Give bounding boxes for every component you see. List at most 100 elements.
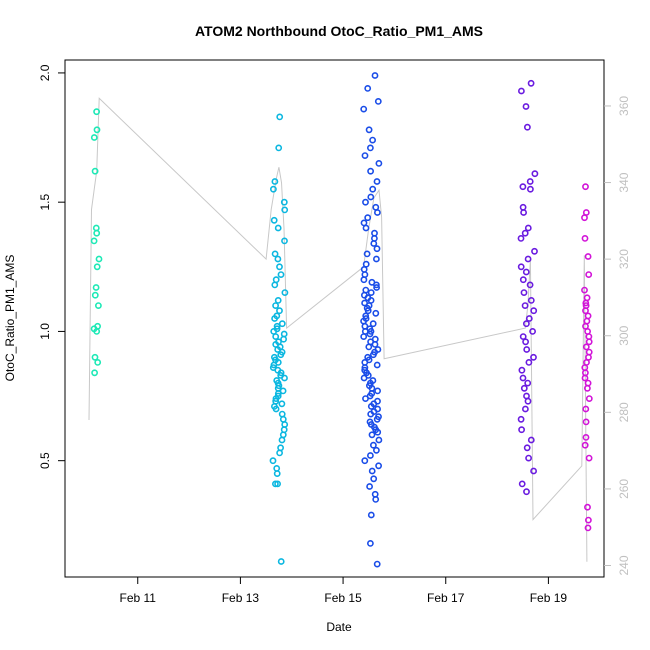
- data-point: [363, 250, 371, 258]
- y-tick-label: 1.0: [38, 323, 52, 340]
- data-point: [523, 320, 530, 328]
- data-point: [581, 441, 589, 449]
- data-point: [368, 467, 376, 475]
- data-point: [518, 366, 526, 374]
- data-point: [275, 144, 283, 152]
- data-point: [373, 361, 381, 369]
- data-point: [271, 178, 279, 185]
- x-tick-label: Feb 19: [530, 591, 568, 605]
- data-point: [360, 276, 368, 284]
- data-point: [369, 185, 377, 193]
- data-point: [279, 415, 287, 423]
- data-point: [365, 343, 373, 351]
- data-point: [91, 167, 99, 175]
- data-point: [94, 358, 102, 366]
- data-point: [372, 281, 380, 289]
- data-point: [524, 397, 532, 405]
- data-point: [524, 379, 532, 387]
- data-point: [93, 229, 101, 237]
- data-point: [93, 108, 100, 116]
- data-point: [521, 229, 529, 237]
- data-point: [372, 255, 380, 263]
- data-point: [95, 255, 103, 263]
- data-point: [364, 214, 372, 222]
- data-point: [529, 327, 536, 335]
- data-point: [375, 462, 382, 470]
- data-point: [276, 113, 284, 121]
- data-point: [582, 299, 590, 307]
- data-point: [93, 126, 101, 134]
- data-point: [519, 374, 527, 382]
- data-point: [517, 415, 525, 423]
- data-point: [585, 338, 593, 346]
- data-point: [582, 405, 590, 413]
- data-point: [527, 185, 534, 193]
- data-point: [278, 400, 286, 408]
- data-point: [276, 263, 283, 271]
- data-point: [281, 421, 289, 428]
- data-point: [274, 224, 282, 232]
- data-point: [369, 136, 376, 144]
- data-point: [277, 369, 285, 377]
- data-point: [371, 72, 379, 79]
- data-point: [272, 405, 280, 413]
- plot-frame: [64, 59, 605, 578]
- data-point: [374, 98, 382, 105]
- data-point: [519, 203, 527, 211]
- data-point: [581, 234, 589, 242]
- data-point: [585, 454, 593, 462]
- data-point: [374, 428, 382, 436]
- data-point: [269, 185, 277, 193]
- data-point: [527, 436, 535, 444]
- y2-tick-label: 320: [617, 249, 631, 269]
- data-point: [522, 405, 529, 413]
- data-point: [517, 234, 525, 242]
- x-tick-label: Feb 17: [427, 591, 465, 605]
- data-point: [277, 558, 285, 565]
- data-point: [278, 436, 286, 444]
- data-point: [361, 152, 369, 159]
- data-point: [525, 315, 533, 322]
- y2-tick-label: 280: [617, 402, 631, 422]
- data-point: [361, 457, 369, 465]
- y2-tick-label: 340: [617, 172, 631, 192]
- data-point: [519, 183, 527, 191]
- data-point: [271, 315, 278, 322]
- data-point: [367, 167, 374, 175]
- y-axis-left: 0.5 1.0 1.5 2.0: [38, 64, 65, 469]
- data-point: [581, 286, 588, 294]
- right-axis-line: [88, 97, 588, 562]
- data-point: [522, 268, 530, 276]
- data-point: [92, 224, 100, 232]
- data-point: [362, 198, 369, 206]
- data-point: [583, 294, 591, 302]
- data-point: [523, 488, 530, 496]
- data-point: [525, 454, 532, 462]
- y-tick-label: 0.5: [38, 452, 52, 469]
- data-point: [367, 289, 375, 296]
- data-point: [373, 209, 381, 216]
- data-point: [584, 379, 592, 387]
- data-point: [582, 343, 590, 351]
- data-point: [520, 384, 528, 392]
- y-axis-right: 240 260 280 300 320 340 360: [604, 96, 631, 576]
- data-point: [371, 340, 379, 348]
- data-point: [520, 209, 527, 216]
- data-point: [91, 369, 98, 377]
- data-point: [280, 335, 287, 343]
- data-point: [375, 436, 383, 444]
- data-point: [91, 291, 99, 299]
- data-point: [522, 338, 529, 346]
- data-point: [531, 247, 538, 255]
- data-point: [584, 253, 592, 260]
- data-point: [517, 263, 525, 271]
- data-point: [520, 289, 528, 296]
- x-axis: Feb 11 Feb 13 Feb 15 Feb 17 Feb 19: [120, 577, 568, 605]
- x-axis-label: Date: [326, 620, 352, 634]
- data-point: [521, 302, 529, 309]
- data-point: [527, 296, 535, 304]
- data-point: [274, 480, 281, 488]
- y2-tick-label: 240: [617, 555, 631, 575]
- data-point: [271, 480, 279, 488]
- data-point: [365, 126, 373, 134]
